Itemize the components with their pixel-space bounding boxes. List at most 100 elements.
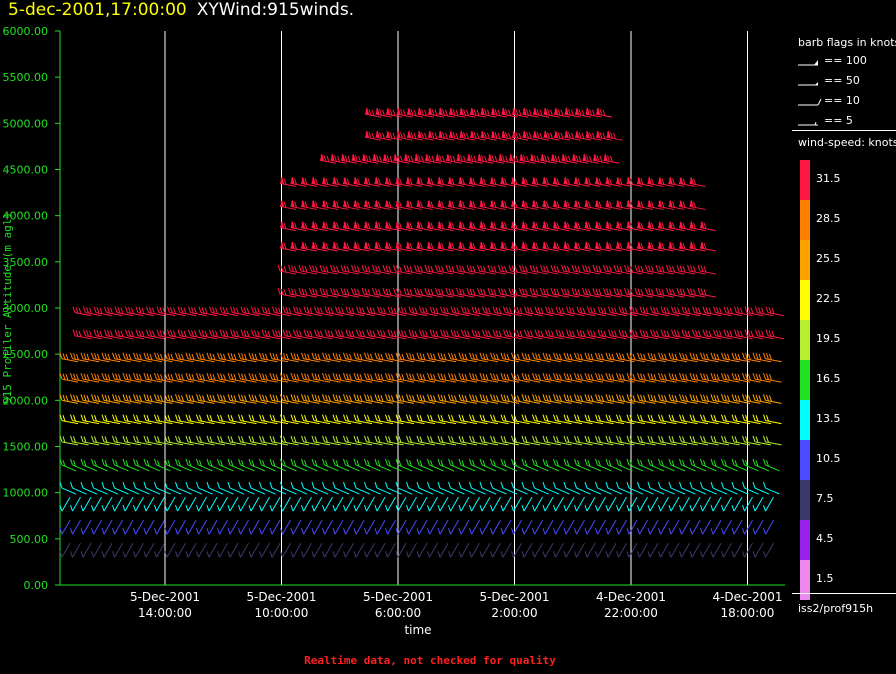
wind-barb bbox=[70, 372, 89, 383]
quality-disclaimer: Realtime data, not checked for quality bbox=[304, 654, 556, 667]
wind-barb bbox=[634, 264, 654, 275]
wind-barb bbox=[692, 329, 711, 340]
wind-barb bbox=[321, 176, 339, 187]
wind-barb bbox=[721, 394, 740, 404]
wind-barb bbox=[498, 264, 517, 275]
wind-barb bbox=[405, 199, 423, 210]
color-scale-label: 25.5 bbox=[816, 252, 841, 265]
wind-barb bbox=[647, 458, 665, 472]
wind-barb bbox=[377, 329, 396, 340]
wind-barb bbox=[500, 220, 517, 232]
y-tick-label: 1000.00 bbox=[3, 487, 49, 500]
wind-barb bbox=[70, 481, 87, 495]
full-barb-icon bbox=[798, 98, 822, 106]
wind-barb bbox=[280, 519, 291, 535]
wind-barb bbox=[324, 329, 344, 340]
wind-barb bbox=[573, 220, 591, 232]
wind-barb bbox=[416, 496, 428, 512]
wind-barb bbox=[217, 435, 236, 446]
wind-barb bbox=[342, 176, 360, 187]
wind-barb bbox=[553, 458, 570, 472]
wind-barb bbox=[387, 329, 407, 340]
wind-barb bbox=[382, 153, 400, 164]
wind-barb bbox=[290, 435, 310, 446]
wind-barb bbox=[70, 543, 81, 558]
wind-barb bbox=[248, 352, 268, 363]
wind-barb bbox=[469, 481, 486, 495]
wind-barb bbox=[112, 394, 131, 404]
wind-barb bbox=[437, 240, 454, 252]
wind-barb bbox=[112, 414, 131, 425]
wind-barb bbox=[605, 240, 622, 252]
wind-barb bbox=[603, 153, 620, 164]
wind-barb bbox=[532, 372, 551, 383]
wind-barb bbox=[395, 435, 415, 446]
wind-barb bbox=[553, 130, 571, 141]
wind-barb bbox=[616, 435, 635, 446]
wind-barb bbox=[490, 352, 509, 363]
wind-barb bbox=[122, 414, 142, 425]
wind-barb bbox=[424, 153, 442, 164]
wind-barb bbox=[335, 306, 354, 317]
wind-barb bbox=[592, 264, 612, 275]
wind-barb bbox=[458, 458, 476, 472]
wind-barb bbox=[104, 306, 123, 317]
wind-barb bbox=[584, 220, 601, 232]
wind-barb bbox=[385, 130, 403, 141]
wind-barb bbox=[364, 519, 375, 535]
wind-barb bbox=[710, 414, 730, 425]
wind-barb bbox=[154, 394, 173, 404]
wind-barb bbox=[395, 199, 412, 210]
wind-barb bbox=[290, 543, 302, 558]
wind-barb bbox=[466, 287, 486, 298]
wind-barb bbox=[269, 414, 289, 425]
wind-barb bbox=[288, 264, 307, 275]
wind-barb bbox=[248, 496, 260, 512]
wind-barb bbox=[647, 352, 667, 363]
wind-barb bbox=[101, 543, 113, 558]
wind-barb bbox=[83, 306, 102, 317]
wind-barb bbox=[384, 176, 402, 187]
wind-barb bbox=[175, 372, 194, 383]
wind-barb bbox=[206, 458, 224, 472]
wind-barb bbox=[311, 414, 331, 425]
wind-barb bbox=[603, 287, 622, 298]
wind-barb bbox=[343, 352, 362, 363]
wind-barb bbox=[637, 372, 656, 383]
wind-barb bbox=[143, 543, 155, 558]
wind-barb bbox=[185, 394, 205, 404]
wind-barb bbox=[133, 435, 152, 446]
wind-barb bbox=[564, 130, 581, 141]
wind-barb bbox=[542, 543, 554, 558]
wind-barb bbox=[374, 394, 394, 404]
wind-barb bbox=[269, 352, 289, 363]
legend-panel: barb flags in knots == 100 == 50 == 10 == 5… bbox=[792, 30, 896, 623]
wind-barb bbox=[660, 306, 680, 317]
wind-barb bbox=[416, 458, 434, 472]
wind-barb bbox=[91, 394, 110, 404]
wind-barb bbox=[248, 394, 268, 404]
wind-barb bbox=[361, 264, 381, 275]
wind-barb bbox=[440, 329, 459, 340]
wind-barb bbox=[364, 543, 375, 558]
wind-barb bbox=[710, 435, 730, 446]
wind-barb bbox=[721, 414, 740, 425]
wind-barb bbox=[230, 306, 249, 317]
wind-barb bbox=[238, 481, 255, 495]
wind-barb bbox=[687, 287, 706, 298]
wind-barb bbox=[435, 153, 452, 164]
wind-barb bbox=[456, 287, 475, 298]
wind-barb bbox=[689, 394, 709, 404]
wind-barb bbox=[637, 481, 654, 495]
wind-barb bbox=[595, 435, 614, 446]
wind-barb bbox=[616, 394, 635, 404]
y-tick-labels: 0.00 500.00 1000.00 1500.00 2000.00 2500.00 30… bbox=[3, 25, 60, 592]
wind-barb bbox=[752, 481, 770, 495]
wind-barb bbox=[731, 352, 751, 363]
wind-barb bbox=[689, 176, 706, 187]
wind-barb bbox=[657, 176, 675, 187]
wind-barb bbox=[259, 414, 278, 425]
wind-barb bbox=[364, 130, 382, 141]
wind-barb bbox=[500, 176, 517, 187]
wind-barb bbox=[363, 220, 381, 232]
